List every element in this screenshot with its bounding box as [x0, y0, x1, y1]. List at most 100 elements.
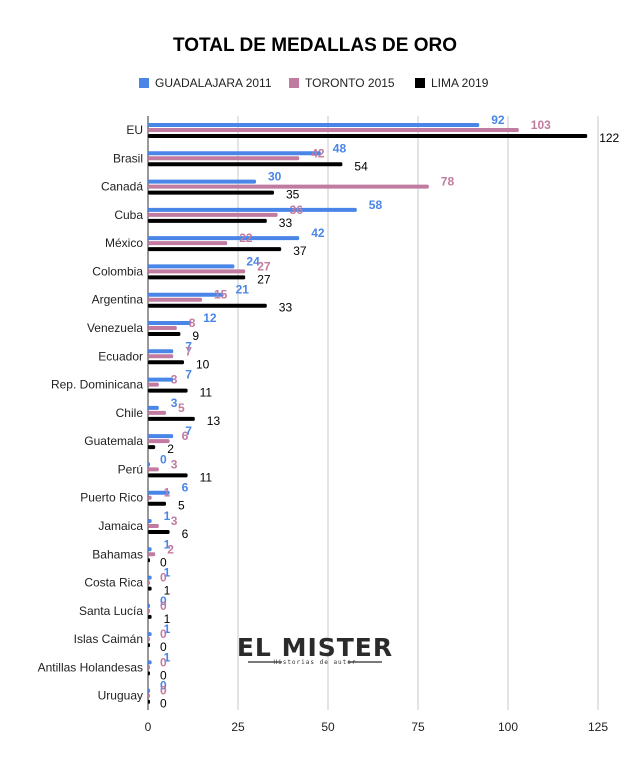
value-label-3: 2	[167, 442, 174, 456]
value-label-3: 0	[160, 640, 167, 654]
bar-1	[148, 519, 152, 523]
legend-item-2: TORONTO 2015	[289, 76, 395, 90]
bar-3	[148, 530, 170, 534]
value-label-2: 0	[160, 599, 167, 613]
bar-2	[148, 128, 519, 132]
legend-swatch	[289, 78, 299, 88]
bar-1	[148, 292, 224, 297]
bar-3	[148, 501, 166, 506]
bar-1	[148, 264, 235, 269]
value-label-1: 3	[171, 396, 178, 410]
bar-2	[148, 637, 150, 642]
bar-1	[148, 236, 300, 241]
value-label-1: 1	[164, 622, 171, 636]
x-tick-label: 50	[321, 720, 335, 734]
bar-1	[148, 405, 159, 410]
value-label-1: 6	[182, 481, 189, 495]
x-tick-label: 0	[145, 720, 152, 734]
bar-2	[148, 467, 159, 472]
value-label-3: 33	[279, 301, 293, 315]
bar-3	[148, 388, 188, 393]
value-label-2: 7	[185, 344, 192, 358]
bar-3	[148, 445, 156, 450]
category-label: Chile	[116, 406, 144, 420]
category-label: Rep. Dominicana	[51, 378, 143, 392]
value-label-3: 5	[178, 499, 185, 513]
bar-2	[148, 410, 166, 415]
value-label-2: 0	[160, 684, 167, 698]
category-label: Venezuela	[87, 321, 143, 335]
value-label-1: 0	[160, 594, 167, 608]
value-label-3: 0	[160, 555, 167, 569]
bar-2	[148, 212, 278, 217]
bar-2	[148, 156, 300, 161]
value-label-3: 13	[207, 414, 221, 428]
bar-1	[148, 207, 357, 212]
value-label-2: 0	[160, 571, 167, 585]
bar-2	[148, 580, 150, 585]
bar-3	[148, 162, 343, 167]
value-label-2: 15	[214, 288, 228, 302]
grid-layer: 0 25 50 75 100 125	[145, 116, 608, 734]
legend-item-1: GUADALAJARA 2011	[139, 76, 272, 90]
bar-3	[148, 190, 274, 195]
value-label-3: 35	[286, 188, 300, 202]
value-label-1: 1	[164, 509, 171, 523]
x-tick-label: 125	[588, 720, 608, 734]
value-label-2: 103	[531, 118, 551, 132]
bar-1	[148, 660, 152, 665]
x-tick-label: 25	[231, 720, 245, 734]
value-label-2: 27	[257, 259, 271, 273]
category-label: Uruguay	[98, 689, 143, 703]
bar-1	[148, 321, 192, 325]
category-label: Argentina	[92, 293, 144, 307]
value-label-3: 9	[192, 329, 199, 343]
category-label: Ecuador	[98, 349, 143, 363]
bar-1	[148, 688, 150, 693]
value-label-3: 1	[164, 612, 171, 626]
value-label-1: 7	[185, 424, 192, 438]
value-label-1: 1	[164, 650, 171, 664]
value-label-2: 42	[311, 146, 325, 160]
legend-swatch	[139, 78, 149, 88]
value-label-3: 0	[160, 668, 167, 682]
value-label-1: 92	[491, 113, 505, 127]
bar-1	[148, 490, 170, 495]
bar-2	[148, 524, 159, 528]
category-label: Bahamas	[92, 547, 143, 561]
legend-swatch	[415, 78, 425, 88]
legend-item-3: LIMA 2019	[415, 76, 489, 90]
bars-layer	[148, 123, 588, 704]
value-label-3: 11	[200, 386, 213, 400]
bar-2	[148, 693, 150, 698]
category-label: Cuba	[114, 208, 143, 222]
bar-3	[148, 699, 150, 704]
bar-3	[148, 275, 246, 280]
bar-1	[148, 547, 152, 552]
bar-1	[148, 632, 152, 637]
value-label-1: 12	[203, 311, 217, 325]
logo-tagline: Historias de autor	[273, 659, 356, 666]
bar-2	[148, 184, 429, 189]
x-tick-label: 75	[411, 720, 425, 734]
bar-3	[148, 473, 188, 478]
value-label-3: 0	[160, 697, 167, 711]
value-label-3: 37	[293, 244, 307, 258]
value-label-1: 48	[333, 141, 347, 155]
category-label: EU	[126, 123, 143, 137]
bar-1	[148, 349, 174, 354]
value-label-1: 24	[246, 254, 260, 268]
category-label: Jamaica	[98, 519, 143, 533]
bar-1	[148, 151, 321, 156]
bar-2	[148, 495, 152, 500]
value-label-2: 6	[182, 429, 189, 443]
bar-2	[148, 354, 174, 359]
value-label-1: 30	[268, 170, 282, 184]
value-label-3: 10	[196, 357, 210, 371]
bar-3	[148, 360, 184, 365]
bar-2	[148, 665, 150, 670]
value-label-1: 42	[311, 226, 325, 240]
bar-1	[148, 603, 150, 608]
logo-name: EL MISTER	[237, 633, 393, 662]
